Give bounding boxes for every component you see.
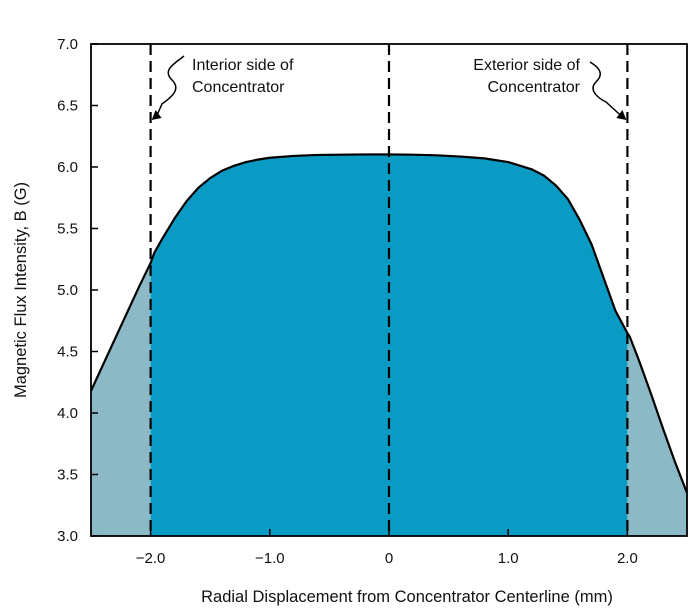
y-tick-label: 6.5 bbox=[57, 98, 78, 115]
arrowhead-interior bbox=[151, 110, 162, 120]
y-axis: 3.0 3.5 4.0 4.5 5.0 5.5 6.0 6.5 7.0 bbox=[57, 36, 98, 545]
y-tick-label: 5.5 bbox=[57, 221, 78, 238]
y-tick-label: 4.0 bbox=[57, 405, 78, 422]
y-tick-label: 5.0 bbox=[57, 282, 78, 299]
x-tick-label: 0 bbox=[385, 550, 393, 567]
arrowhead-exterior bbox=[616, 110, 627, 120]
x-axis-title: Radial Displacement from Concentrator Ce… bbox=[201, 588, 613, 606]
y-axis-title: Magnetic Flux Intensity, B (G) bbox=[12, 182, 30, 398]
fill-between-walls bbox=[150, 154, 628, 536]
y-tick-label: 3.0 bbox=[57, 528, 78, 545]
fill-outside-right bbox=[627, 333, 687, 536]
annotation-interior: Interior side of Concentrator bbox=[192, 57, 294, 96]
annotation-line: Interior side of bbox=[192, 57, 294, 74]
area-fills bbox=[91, 154, 687, 536]
y-tick-label: 3.5 bbox=[57, 467, 78, 484]
x-tick-label: 2.0 bbox=[617, 550, 638, 567]
annotation-line: Exterior side of bbox=[473, 57, 580, 74]
leader-exterior bbox=[589, 61, 622, 117]
annotation-line: Concentrator bbox=[488, 79, 581, 96]
annotation-exterior: Exterior side of Concentrator bbox=[473, 57, 580, 96]
leader-interior bbox=[155, 55, 185, 117]
y-tick-label: 6.0 bbox=[57, 159, 78, 176]
x-tick-label: −2.0 bbox=[136, 550, 166, 567]
concentrator-lines bbox=[149, 44, 629, 536]
x-tick-label: −1.0 bbox=[255, 550, 285, 567]
fill-outside-left bbox=[91, 262, 151, 536]
y-tick-label: 4.5 bbox=[57, 344, 78, 361]
x-tick-label: 1.0 bbox=[498, 550, 519, 567]
flux-curve bbox=[90, 153, 689, 494]
y-tick-label: 7.0 bbox=[57, 36, 78, 53]
annotation-line: Concentrator bbox=[192, 79, 285, 96]
x-axis: −2.0 −1.0 0 1.0 2.0 bbox=[136, 529, 638, 567]
